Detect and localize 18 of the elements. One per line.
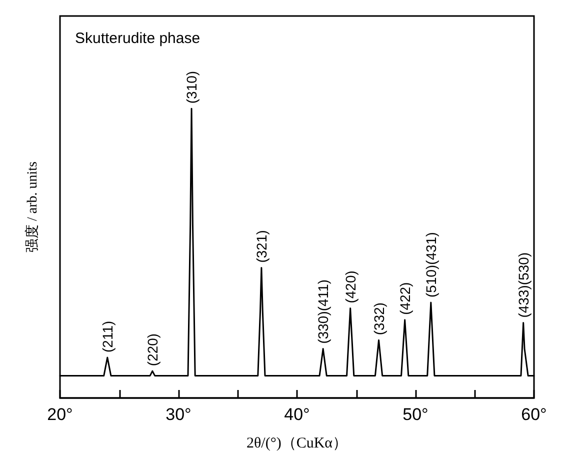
annotation: (211) bbox=[99, 320, 116, 352]
annotation: (332) bbox=[370, 302, 387, 336]
x-tick-label: 20° bbox=[47, 405, 73, 424]
annotation: (220) bbox=[144, 333, 160, 366]
x-tick-label: 50° bbox=[402, 405, 428, 424]
x-tick-label: 30° bbox=[166, 405, 192, 424]
annotation: (422) bbox=[396, 282, 413, 315]
annotation: (433)(530) bbox=[515, 252, 532, 318]
annotation: (330)(411) bbox=[315, 279, 332, 344]
annotation: (310) bbox=[184, 70, 200, 104]
x-tick-label: 40° bbox=[284, 405, 310, 424]
annotation: (510)(431) bbox=[422, 232, 439, 298]
y-axis-title: 强度 / arb. units bbox=[24, 162, 40, 252]
annotation: (420) bbox=[342, 270, 358, 304]
annotation: (321) bbox=[253, 230, 270, 263]
x-axis-title: 2θ/(°)（CuKα） bbox=[246, 436, 348, 452]
x-tick-label: 60° bbox=[521, 405, 547, 424]
chart-title: Skutterudite phase bbox=[75, 30, 200, 47]
